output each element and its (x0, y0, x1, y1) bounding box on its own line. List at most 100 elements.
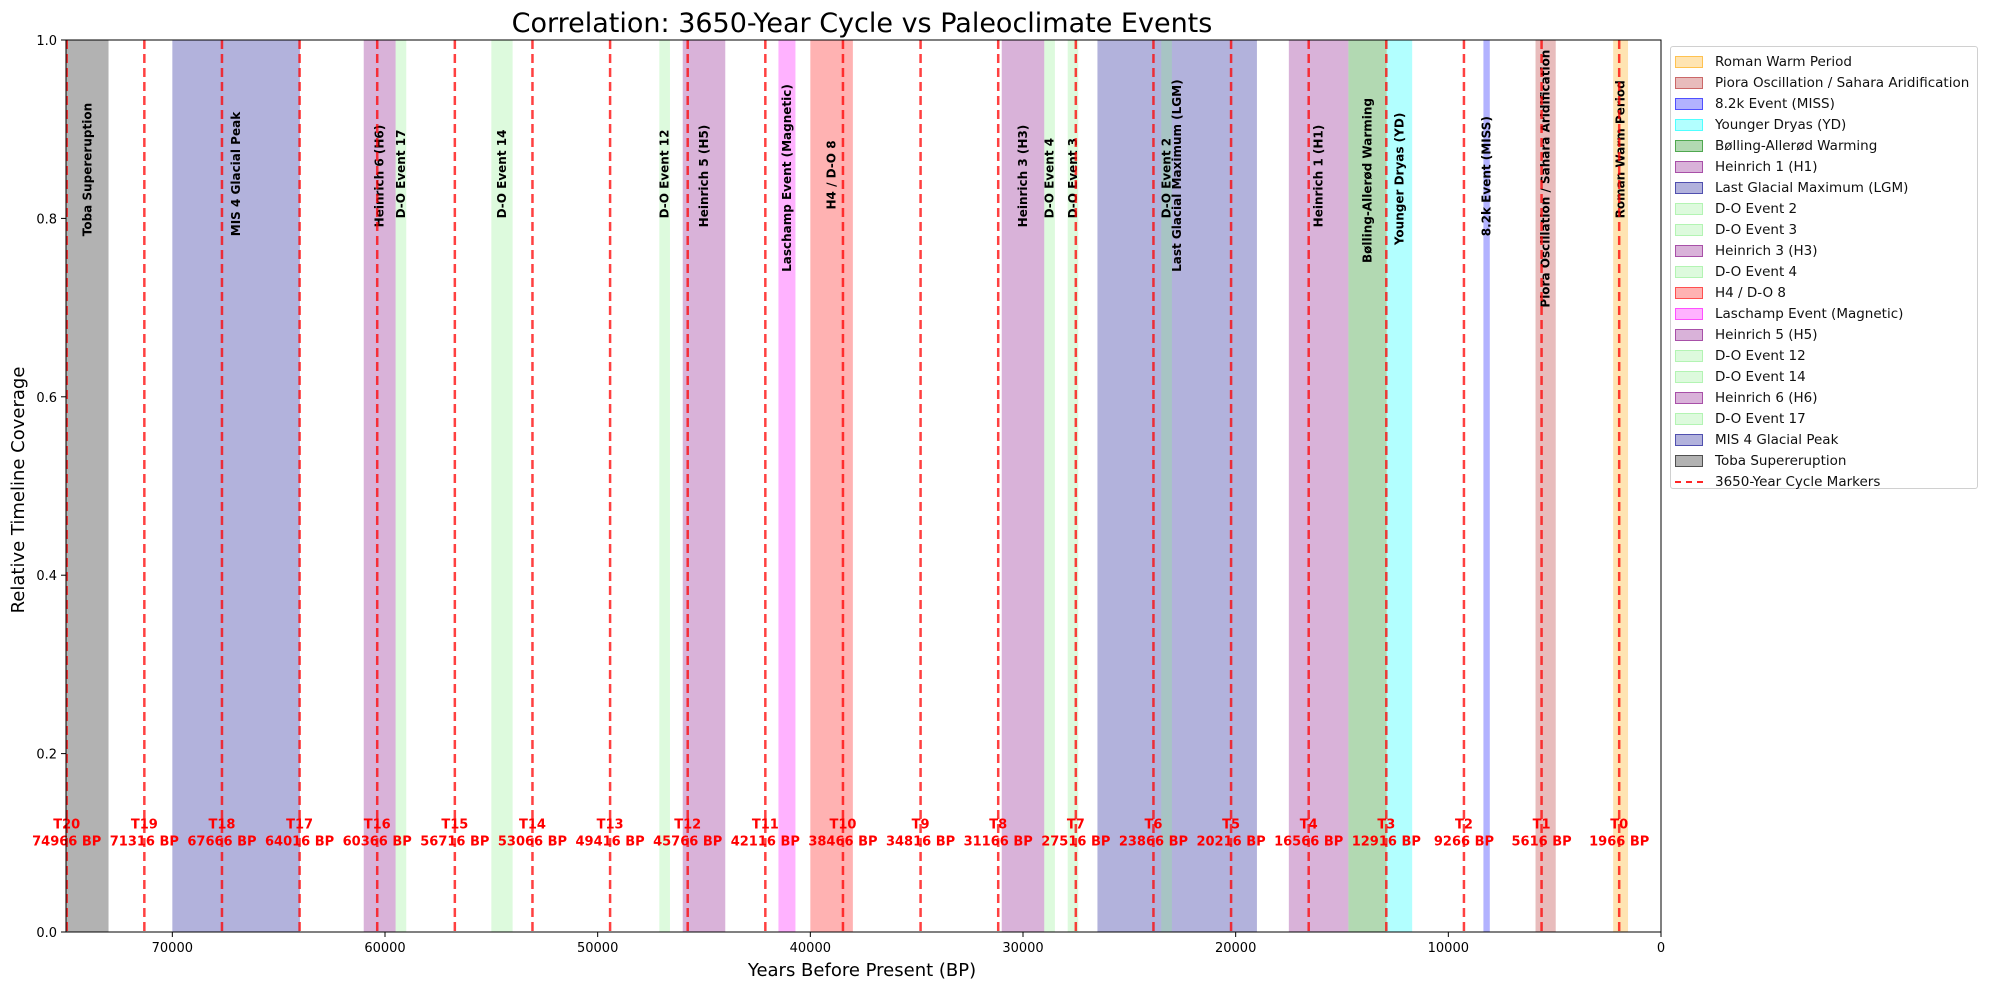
chart-title: Correlation: 3650-Year Cycle vs Paleocli… (512, 8, 1213, 39)
legend-swatch (1675, 223, 1703, 236)
x-tick-label: 30000 (1002, 941, 1043, 956)
event-span (682, 40, 726, 932)
legend-label: D-O Event 12 (1715, 347, 1806, 364)
legend-item: D-O Event 3 (1671, 219, 1977, 240)
legend-swatch (1675, 370, 1703, 383)
cycle-marker-year: 20216 BP (1196, 834, 1265, 849)
legend-item: D-O Event 12 (1671, 345, 1977, 366)
cycle-marker-id: T1 (1533, 817, 1551, 832)
event-span (1288, 40, 1349, 932)
cycle-marker-year: 49416 BP (575, 834, 644, 849)
cycle-marker-year: 60366 BP (343, 834, 412, 849)
event-label: Toba Supereruption (80, 103, 94, 236)
event-span (1001, 40, 1045, 932)
x-tick-label: 0 (1657, 941, 1665, 956)
x-tick-label: 50000 (577, 941, 618, 956)
legend-label: H4 / D-O 8 (1715, 284, 1787, 301)
legend-label: Roman Warm Period (1715, 53, 1852, 70)
legend-item: Younger Dryas (YD) (1671, 114, 1977, 135)
event-label: MIS 4 Glacial Peak (229, 111, 243, 236)
cycle-marker-year: 12916 BP (1352, 834, 1421, 849)
legend-item: D-O Event 17 (1671, 408, 1977, 429)
event-label: D-O Event 2 (1160, 138, 1174, 219)
cycle-marker-year: 1966 BP (1589, 834, 1649, 849)
cycle-marker-id: T20 (53, 817, 80, 832)
event-label: Heinrich 3 (H3) (1016, 125, 1030, 228)
legend-swatch (1675, 55, 1703, 68)
event-span (1386, 40, 1413, 932)
plot-frame (65, 39, 1662, 933)
y-tick-label: 0.2 (36, 748, 57, 763)
cycle-marker-id: T9 (912, 817, 930, 832)
cycle-marker-year: 53066 BP (498, 834, 567, 849)
cycle-marker-id: T6 (1144, 817, 1162, 832)
y-tick-label: 0.4 (36, 569, 57, 584)
legend-swatch (1675, 454, 1703, 467)
event-span (491, 40, 513, 932)
legend-swatch (1675, 412, 1703, 425)
legend-swatch (1675, 265, 1703, 278)
legend-label: Heinrich 1 (H1) (1715, 158, 1818, 175)
y-tick-label: 0.8 (36, 212, 57, 227)
legend-item: Bølling-Allerød Warming (1671, 135, 1977, 156)
event-label: D-O Event 4 (1043, 138, 1057, 219)
event-span (66, 40, 109, 932)
event-label: 8.2k Event (MISS) (1480, 116, 1494, 236)
legend-label: Heinrich 5 (H5) (1715, 326, 1818, 343)
legend-label: D-O Event 4 (1715, 263, 1798, 280)
event-span (172, 40, 300, 932)
cycle-marker-year: 9266 BP (1434, 834, 1494, 849)
x-tick-label: 60000 (364, 941, 405, 956)
legend-swatch (1675, 307, 1703, 320)
legend-swatch (1675, 349, 1703, 362)
event-label: Laschamp Event (Magnetic) (780, 84, 794, 272)
y-tick-label: 0.6 (36, 391, 57, 406)
event-span (1161, 40, 1172, 932)
event-span (363, 40, 396, 932)
legend-label: Younger Dryas (YD) (1715, 116, 1847, 133)
event-label: Younger Dryas (YD) (1392, 113, 1406, 246)
event-span (778, 40, 796, 932)
event-label: D-O Event 3 (1066, 138, 1080, 219)
x-tick-label: 20000 (1215, 941, 1256, 956)
cycle-marker-year: 71316 BP (110, 834, 179, 849)
x-tick-label: 40000 (790, 941, 831, 956)
legend-label: 3650-Year Cycle Markers (1715, 473, 1881, 490)
event-span (1613, 40, 1629, 932)
cycle-marker-year: 56716 BP (420, 834, 489, 849)
event-label: Bølling-Allerød Warming (1361, 98, 1375, 263)
legend-label: Laschamp Event (Magnetic) (1715, 305, 1904, 322)
legend-label: Heinrich 6 (H6) (1715, 389, 1818, 406)
event-span (1535, 40, 1556, 932)
legend-swatch (1675, 118, 1703, 131)
x-tick-label: 70000 (152, 941, 193, 956)
legend-item: H4 / D-O 8 (1671, 282, 1977, 303)
chart-legend: Roman Warm Period Piora Oscillation / Sah… (1670, 46, 1978, 490)
cycle-marker-year: 74966 BP (32, 834, 101, 849)
legend-label: D-O Event 14 (1715, 368, 1806, 385)
event-label: H4 / D-O 8 (825, 140, 839, 209)
legend-swatch (1675, 181, 1703, 194)
y-tick-label: 1.0 (36, 34, 57, 49)
cycle-marker-id: T15 (441, 817, 468, 832)
legend-item: Heinrich 3 (H3) (1671, 240, 1977, 261)
cycle-marker-id: T11 (752, 817, 779, 832)
cycle-marker-id: T8 (989, 817, 1007, 832)
legend-swatch (1675, 202, 1703, 215)
event-label: D-O Event 17 (394, 130, 408, 219)
legend-item: Laschamp Event (Magnetic) (1671, 303, 1977, 324)
legend-dashed-line (1675, 480, 1703, 483)
legend-item: MIS 4 Glacial Peak (1671, 429, 1977, 450)
event-span (810, 40, 853, 932)
legend-item: D-O Event 14 (1671, 366, 1977, 387)
legend-item: Roman Warm Period (1671, 51, 1977, 72)
legend-item: Piora Oscillation / Sahara Aridification (1671, 72, 1977, 93)
event-label: Last Glacial Maximum (LGM) (1170, 79, 1184, 272)
legend-label: Toba Supereruption (1715, 452, 1847, 469)
legend-label: D-O Event 3 (1715, 221, 1798, 238)
legend-item: Last Glacial Maximum (LGM) (1671, 177, 1977, 198)
cycle-marker-id: T3 (1377, 817, 1395, 832)
y-axis-label: Relative Timeline Coverage (8, 367, 29, 614)
